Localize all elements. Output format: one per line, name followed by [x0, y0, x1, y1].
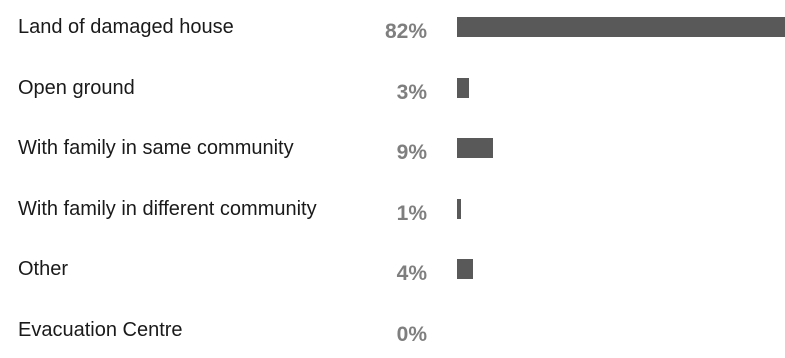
value-label: 0%: [396, 322, 427, 346]
value-label: 9%: [396, 141, 427, 164]
bar: [457, 198, 461, 219]
category-label: Other: [18, 258, 69, 280]
category-label: Evacuation Centre: [18, 318, 183, 341]
bar-row: With family in same community 9%: [0, 136, 785, 176]
category-label: With family in same community: [18, 137, 294, 159]
bar: [457, 77, 469, 98]
bar-row: Evacuation Centre 0%: [0, 318, 785, 358]
value-label: 4%: [396, 262, 427, 285]
bar: [457, 17, 785, 37]
bar-row: Other 4%: [0, 257, 785, 297]
bar-chart: Land of damaged house 82% Open ground 3% Wit…: [0, 15, 785, 346]
bar: [457, 259, 473, 279]
category-label: With family in different community: [18, 197, 317, 220]
bar-row: Open ground 3%: [0, 76, 785, 116]
bar-row: Land of damaged house 82%: [0, 15, 785, 55]
value-label: 3%: [396, 80, 427, 104]
category-label: Land of damaged house: [18, 16, 234, 38]
category-label: Open ground: [18, 76, 135, 99]
bar: [457, 138, 493, 158]
value-label: 82%: [384, 20, 427, 43]
value-label: 1%: [396, 201, 427, 225]
bar-row: With family in different community 1%: [0, 197, 785, 237]
